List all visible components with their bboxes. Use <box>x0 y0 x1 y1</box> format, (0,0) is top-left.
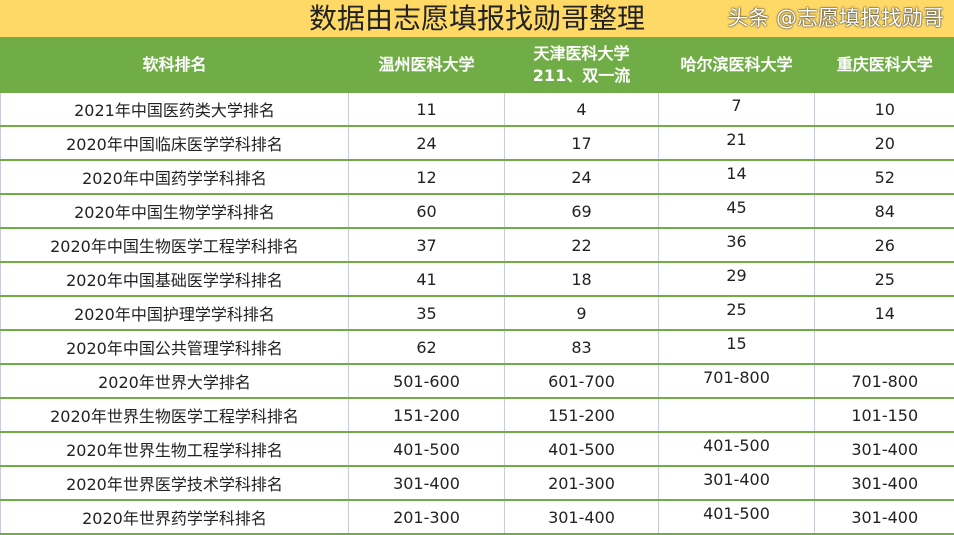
rank-cell: 24 <box>505 160 659 194</box>
rank-cell: 701-800 <box>815 364 954 398</box>
rank-cell: 401-500 <box>349 432 505 466</box>
header-harbin: 哈尔滨医科大学 <box>659 37 815 93</box>
ranking-name-cell: 2020年中国生物学学科排名 <box>1 194 349 228</box>
rank-cell: 52 <box>815 160 954 194</box>
rank-cell: 401-500 <box>659 500 815 534</box>
rank-cell <box>659 398 815 432</box>
ranking-name-cell: 2020年中国公共管理学科排名 <box>1 330 349 364</box>
rank-cell: 11 <box>349 93 505 126</box>
rank-cell: 25 <box>659 296 815 330</box>
rank-cell: 301-400 <box>815 500 954 534</box>
rank-cell: 24 <box>349 126 505 160</box>
rank-cell: 7 <box>659 93 815 126</box>
rank-cell: 301-400 <box>815 466 954 500</box>
rank-cell: 84 <box>815 194 954 228</box>
header-wenzhou: 温州医科大学 <box>349 37 505 93</box>
rank-cell: 9 <box>505 296 659 330</box>
ranking-name-cell: 2020年中国临床医学学科排名 <box>1 126 349 160</box>
header-tianjin-tag: 211、双一流 <box>533 66 630 85</box>
ranking-name-cell: 2021年中国医药类大学排名 <box>1 93 349 126</box>
rank-cell: 36 <box>659 228 815 262</box>
ranking-name-cell: 2020年世界生物医学工程学科排名 <box>1 398 349 432</box>
rank-cell: 301-400 <box>815 432 954 466</box>
rank-cell: 301-400 <box>659 466 815 500</box>
rank-cell: 401-500 <box>505 432 659 466</box>
rank-cell: 37 <box>349 228 505 262</box>
ranking-name-cell: 2020年世界医学技术学科排名 <box>1 466 349 500</box>
rank-cell: 101-150 <box>815 398 954 432</box>
rank-cell: 151-200 <box>505 398 659 432</box>
ranking-name-cell: 2020年世界大学排名 <box>1 364 349 398</box>
watermark: 头条 @志愿填报找勋哥 <box>727 6 944 31</box>
rank-cell: 21 <box>659 126 815 160</box>
ranking-table: 软科排名 温州医科大学 天津医科大学 211、双一流 哈尔滨医科大学 重庆医科大学… <box>0 37 954 535</box>
rank-cell <box>815 330 954 364</box>
ranking-name-cell: 2020年中国药学学科排名 <box>1 160 349 194</box>
rank-cell: 601-700 <box>505 364 659 398</box>
header-chongqing: 重庆医科大学 <box>815 37 954 93</box>
rank-cell: 15 <box>659 330 815 364</box>
header-ranking: 软科排名 <box>1 37 349 93</box>
rank-cell: 17 <box>505 126 659 160</box>
rank-cell: 4 <box>505 93 659 126</box>
rank-cell: 60 <box>349 194 505 228</box>
rank-cell: 62 <box>349 330 505 364</box>
ranking-name-cell: 2020年世界药学学科排名 <box>1 500 349 534</box>
header-tianjin-name: 天津医科大学 <box>533 44 629 63</box>
rank-cell: 41 <box>349 262 505 296</box>
ranking-name-cell: 2020年中国基础医学学科排名 <box>1 262 349 296</box>
rank-cell: 45 <box>659 194 815 228</box>
header-row: 软科排名 温州医科大学 天津医科大学 211、双一流 哈尔滨医科大学 重庆医科大学 <box>1 37 954 93</box>
rank-cell: 20 <box>815 126 954 160</box>
rank-cell: 25 <box>815 262 954 296</box>
rank-cell: 83 <box>505 330 659 364</box>
rank-cell: 18 <box>505 262 659 296</box>
rank-cell: 14 <box>815 296 954 330</box>
ranking-name-cell: 2020年世界生物工程学科排名 <box>1 432 349 466</box>
rank-cell: 301-400 <box>505 500 659 534</box>
rank-cell: 35 <box>349 296 505 330</box>
header-tianjin: 天津医科大学 211、双一流 <box>505 37 659 93</box>
rank-cell: 12 <box>349 160 505 194</box>
rank-cell: 151-200 <box>349 398 505 432</box>
rank-cell: 201-300 <box>349 500 505 534</box>
rank-cell: 401-500 <box>659 432 815 466</box>
rank-cell: 201-300 <box>505 466 659 500</box>
rank-cell: 501-600 <box>349 364 505 398</box>
rank-cell: 701-800 <box>659 364 815 398</box>
rank-cell: 14 <box>659 160 815 194</box>
rank-cell: 29 <box>659 262 815 296</box>
rank-cell: 10 <box>815 93 954 126</box>
ranking-name-cell: 2020年中国生物医学工程学科排名 <box>1 228 349 262</box>
rank-cell: 26 <box>815 228 954 262</box>
ranking-name-cell: 2020年中国护理学学科排名 <box>1 296 349 330</box>
rank-cell: 301-400 <box>349 466 505 500</box>
rank-cell: 22 <box>505 228 659 262</box>
rank-cell: 69 <box>505 194 659 228</box>
